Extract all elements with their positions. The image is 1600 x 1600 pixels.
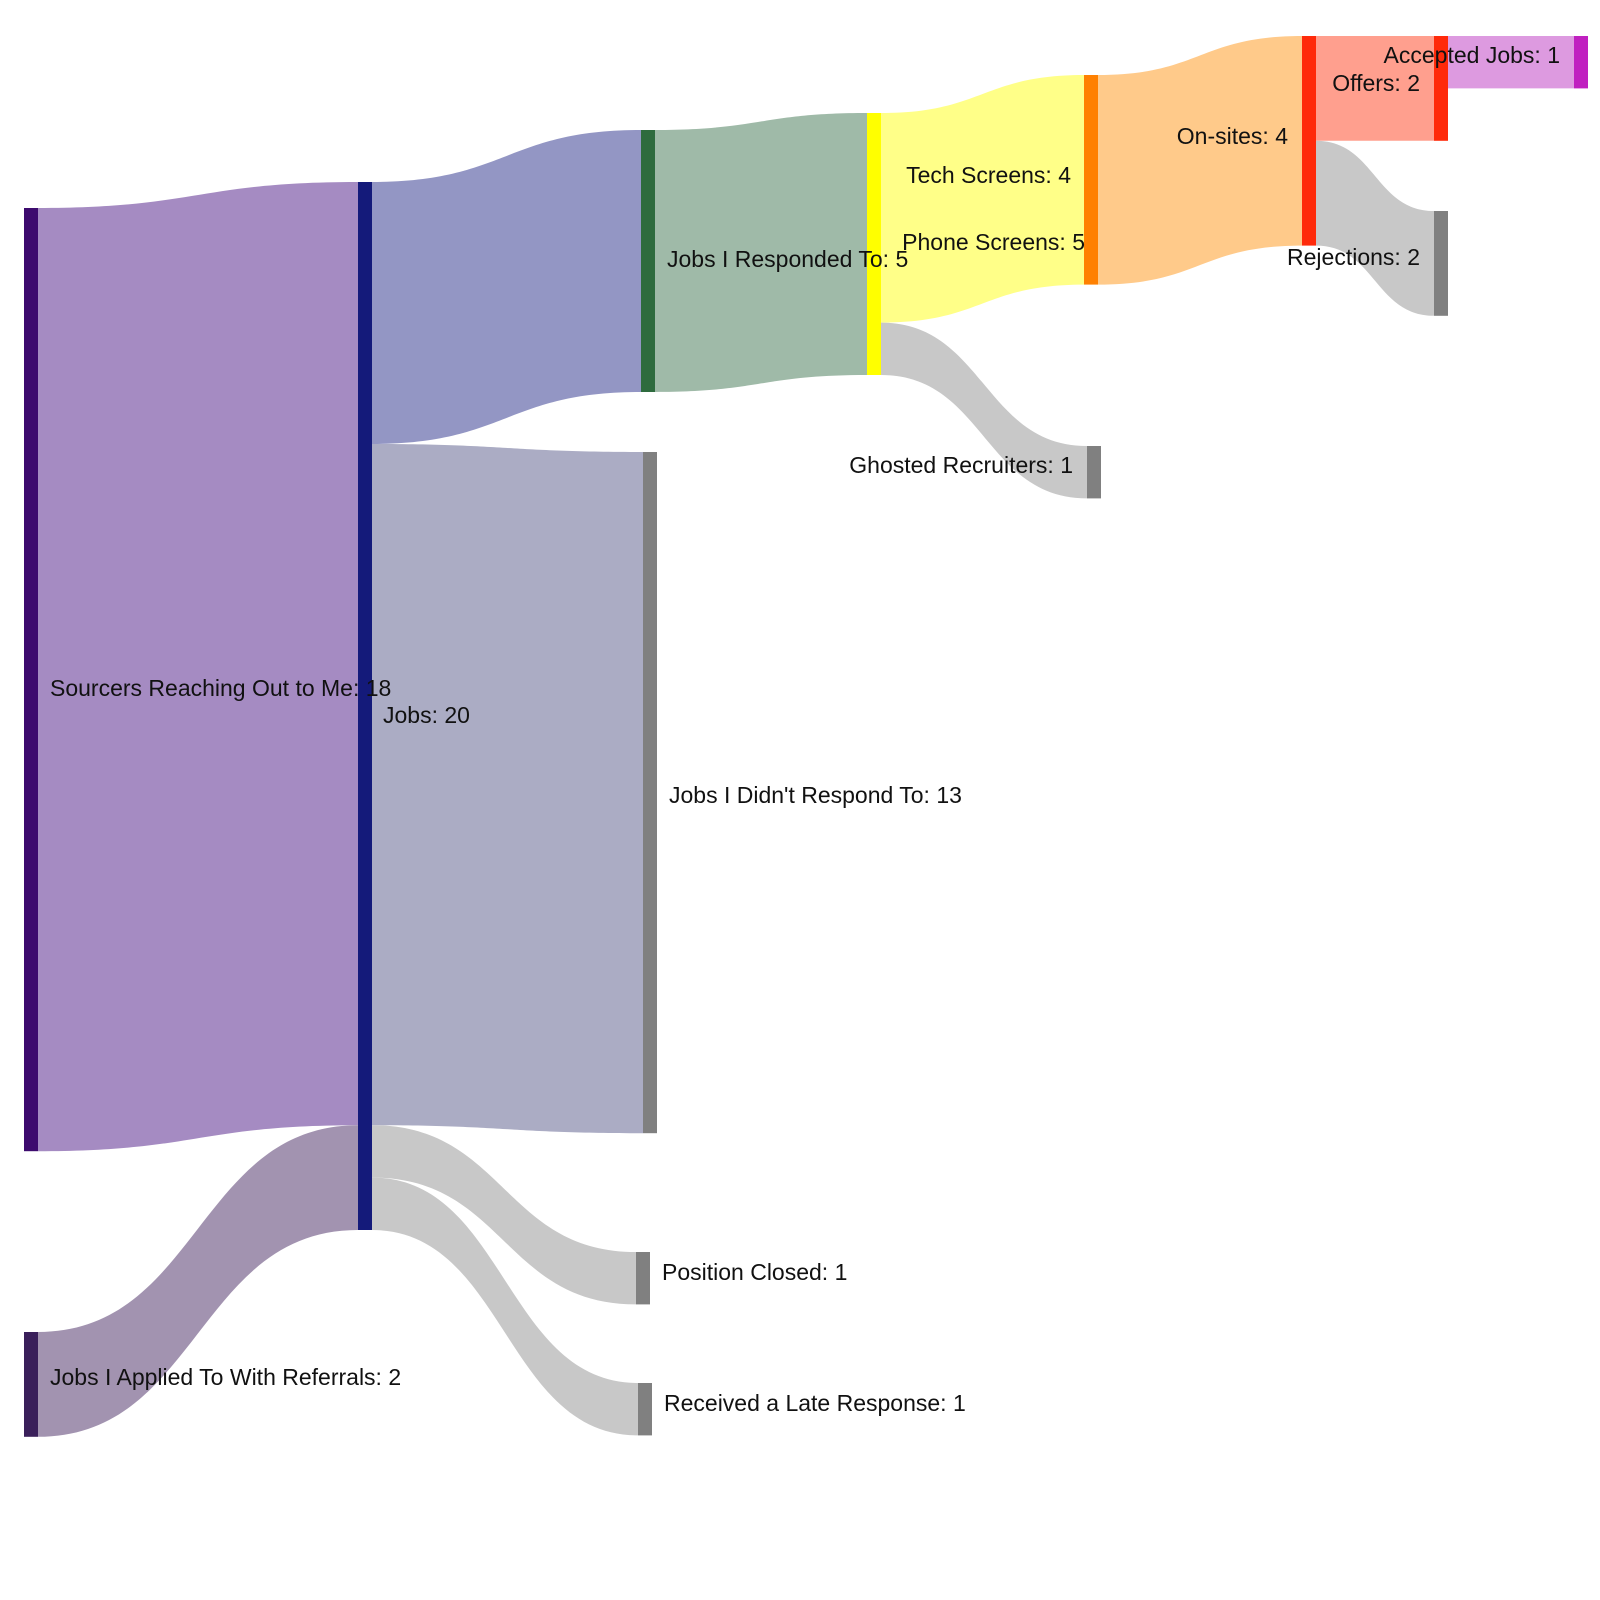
node-tech_screens (1084, 75, 1098, 285)
link-phone_screens-to-tech_screens (881, 75, 1084, 323)
link-jobs-to-position_closed (372, 1125, 636, 1305)
node-label-onsites: On-sites: 4 (1177, 123, 1288, 149)
node-label-responded: Jobs I Responded To: 5 (667, 246, 908, 272)
link-responded-to-phone_screens (655, 113, 867, 392)
link-referrals-to-jobs (38, 1125, 358, 1437)
node-accepted (1574, 36, 1588, 89)
link-sourcers-to-jobs (38, 182, 358, 1152)
node-phone_screens (867, 113, 881, 375)
node-label-tech_screens: Tech Screens: 4 (906, 162, 1071, 188)
node-jobs (358, 182, 372, 1230)
node-responded (641, 130, 655, 392)
sankey-links (38, 36, 1574, 1437)
link-jobs-to-late_response (372, 1177, 638, 1436)
node-sourcers (24, 208, 38, 1152)
node-onsites (1302, 36, 1316, 246)
link-tech_screens-to-onsites (1098, 36, 1302, 285)
node-label-ghosted: Ghosted Recruiters: 1 (849, 452, 1073, 478)
node-label-phone_screens: Phone Screens: 5 (902, 229, 1085, 255)
link-onsites-to-rejections (1316, 140, 1434, 316)
sankey-nodes (24, 36, 1588, 1437)
node-label-not_responded: Jobs I Didn't Respond To: 13 (669, 782, 962, 808)
node-rejections (1434, 211, 1448, 316)
node-late_response (638, 1383, 652, 1436)
link-jobs-to-responded (372, 130, 641, 444)
link-onsites-to-offers (1316, 36, 1434, 141)
node-offers (1434, 36, 1448, 141)
node-ghosted (1087, 446, 1101, 499)
node-label-jobs: Jobs: 20 (383, 702, 470, 728)
node-label-sourcers: Sourcers Reaching Out to Me: 18 (50, 675, 391, 701)
node-referrals (24, 1332, 38, 1437)
node-label-offers: Offers: 2 (1332, 70, 1420, 96)
node-label-referrals: Jobs I Applied To With Referrals: 2 (50, 1364, 401, 1390)
node-label-late_response: Received a Late Response: 1 (664, 1390, 966, 1416)
link-jobs-to-not_responded (372, 444, 643, 1134)
link-phone_screens-to-ghosted (881, 322, 1087, 499)
link-offers-to-accepted (1448, 36, 1574, 89)
node-label-rejections: Rejections: 2 (1287, 244, 1420, 270)
node-not_responded (643, 452, 657, 1134)
node-label-accepted: Accepted Jobs: 1 (1384, 42, 1560, 68)
node-label-position_closed: Position Closed: 1 (662, 1259, 847, 1285)
sankey-labels: Sourcers Reaching Out to Me: 18 Jobs I Ap… (50, 42, 1560, 1416)
node-position_closed (636, 1252, 650, 1305)
